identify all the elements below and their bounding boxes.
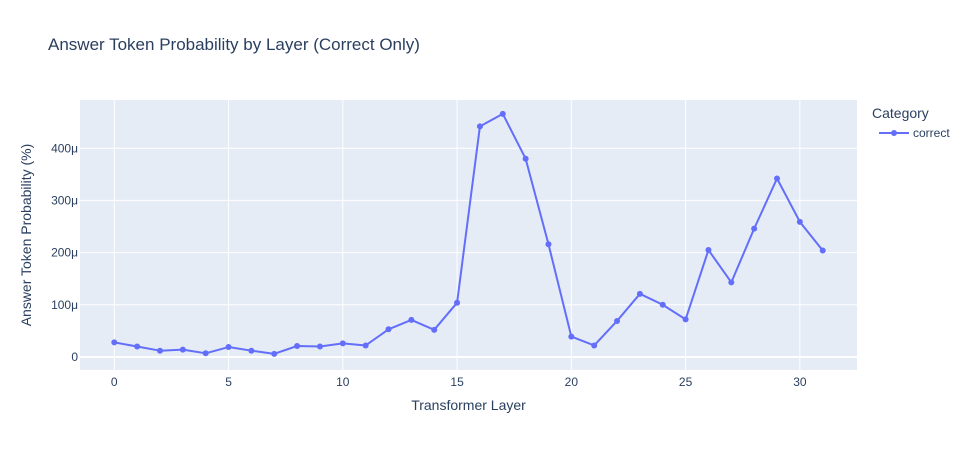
- data-point[interactable]: [248, 347, 255, 354]
- x-tick-label: 25: [679, 375, 693, 389]
- data-point[interactable]: [751, 225, 758, 232]
- x-tick-label: 0: [111, 375, 118, 389]
- data-point[interactable]: [179, 346, 186, 353]
- data-point[interactable]: [545, 241, 552, 248]
- legend-label: correct: [913, 126, 950, 140]
- x-tick-label: 15: [450, 375, 464, 389]
- x-tick-label: 20: [565, 375, 579, 389]
- data-point[interactable]: [316, 343, 323, 350]
- chart-title: Answer Token Probability by Layer (Corre…: [48, 35, 420, 54]
- data-point[interactable]: [225, 344, 232, 351]
- legend-swatch-marker: [891, 130, 897, 136]
- data-point[interactable]: [682, 316, 689, 323]
- data-point[interactable]: [156, 347, 163, 354]
- data-point[interactable]: [431, 326, 438, 333]
- data-point[interactable]: [134, 343, 141, 350]
- x-tick-label: 5: [225, 375, 232, 389]
- data-point[interactable]: [408, 316, 415, 323]
- legend-item-correct[interactable]: correct: [879, 126, 950, 140]
- tick-layer: 0 5 10 15 20 25 30 0 100μ 200μ 300μ 400μ: [51, 141, 807, 389]
- legend-title: Category: [872, 105, 929, 121]
- y-tick-label: 200μ: [51, 246, 78, 260]
- x-tick-label: 10: [336, 375, 350, 389]
- data-point[interactable]: [728, 279, 735, 286]
- y-tick-label: 100μ: [51, 298, 78, 312]
- data-point[interactable]: [659, 301, 666, 308]
- data-point[interactable]: [202, 350, 209, 357]
- y-tick-label: 0: [71, 350, 78, 364]
- series-line-correct: [114, 112, 824, 355]
- plot-area: [80, 100, 857, 370]
- data-point[interactable]: [614, 317, 621, 324]
- data-point[interactable]: [362, 342, 369, 349]
- data-point[interactable]: [499, 110, 506, 117]
- data-point[interactable]: [774, 175, 781, 182]
- data-point[interactable]: [568, 333, 575, 340]
- series-layer: [111, 110, 826, 357]
- data-point[interactable]: [636, 290, 643, 297]
- legend: Category correct: [872, 105, 950, 140]
- data-point[interactable]: [591, 342, 598, 349]
- data-point[interactable]: [454, 299, 461, 306]
- grid-layer: [80, 100, 857, 370]
- data-point[interactable]: [796, 218, 803, 225]
- data-point[interactable]: [294, 343, 301, 349]
- x-tick-label: 30: [793, 375, 807, 389]
- y-axis-title: Answer Token Probability (%): [18, 144, 34, 327]
- y-tick-label: 300μ: [51, 193, 78, 207]
- data-point[interactable]: [705, 247, 712, 253]
- data-point[interactable]: [271, 350, 278, 357]
- data-point[interactable]: [385, 326, 392, 333]
- y-tick-label: 400μ: [51, 141, 78, 155]
- data-point[interactable]: [522, 155, 529, 162]
- data-point[interactable]: [476, 123, 483, 130]
- data-point[interactable]: [111, 339, 118, 346]
- x-axis-title: Transformer Layer: [411, 397, 526, 413]
- data-point[interactable]: [819, 247, 826, 254]
- data-point[interactable]: [339, 340, 346, 347]
